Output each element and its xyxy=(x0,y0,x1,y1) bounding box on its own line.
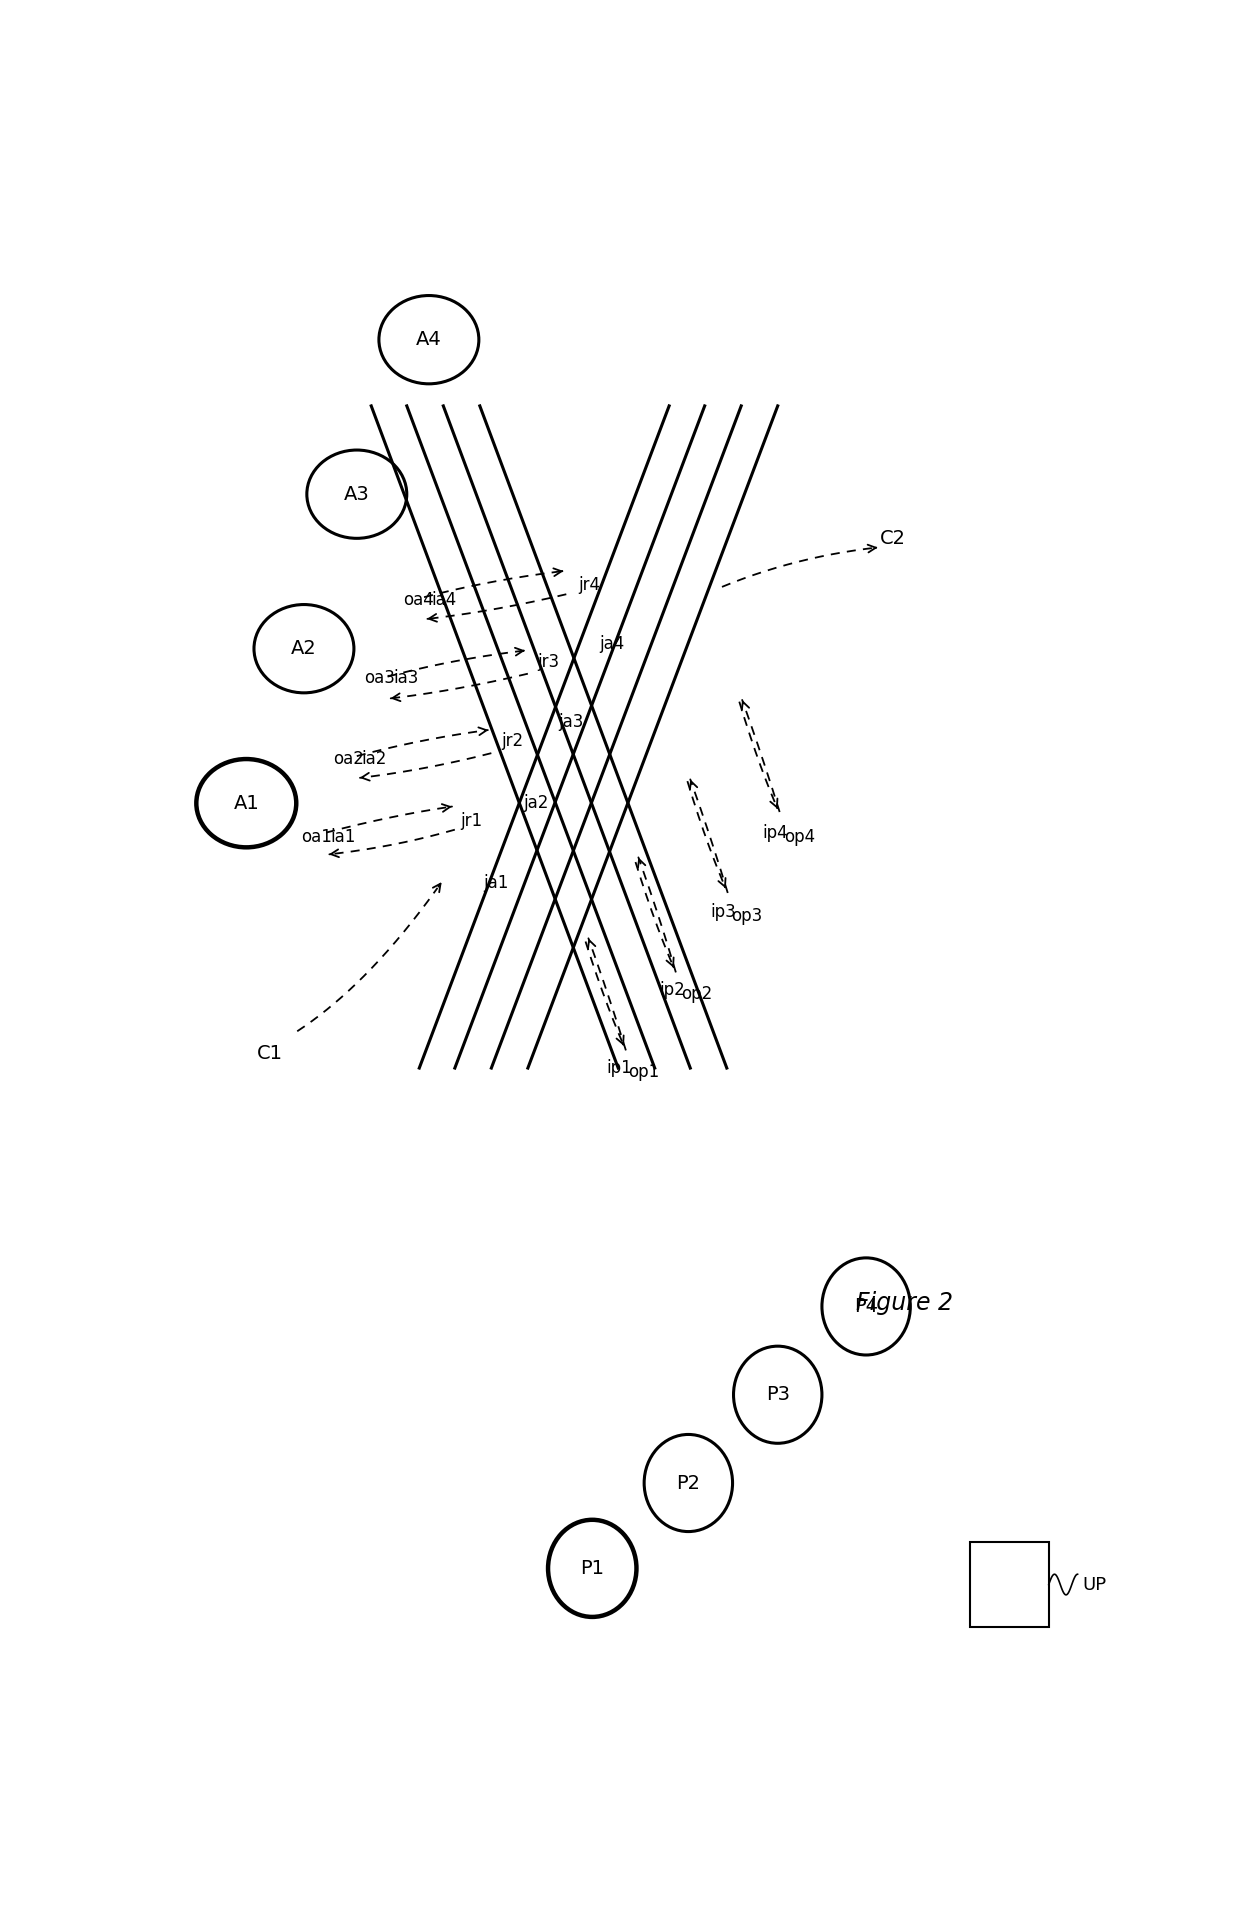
Text: ja4: ja4 xyxy=(599,634,624,654)
Text: A1: A1 xyxy=(233,793,259,812)
Text: oa3: oa3 xyxy=(365,669,396,688)
Text: A2: A2 xyxy=(291,638,317,657)
Text: ia1: ia1 xyxy=(331,827,356,847)
Text: P3: P3 xyxy=(766,1385,790,1405)
Text: ja2: ja2 xyxy=(523,795,548,812)
Text: oa1: oa1 xyxy=(301,827,332,847)
Text: C2: C2 xyxy=(880,529,906,548)
Text: jr4: jr4 xyxy=(578,577,600,594)
Text: P1: P1 xyxy=(580,1559,604,1578)
Text: ip1: ip1 xyxy=(606,1059,632,1078)
Text: ip2: ip2 xyxy=(660,980,686,999)
Text: ia3: ia3 xyxy=(393,669,419,688)
Text: oa2: oa2 xyxy=(332,749,363,768)
Text: op2: op2 xyxy=(681,986,712,1003)
Text: jr1: jr1 xyxy=(460,812,482,829)
Text: Figure 2: Figure 2 xyxy=(856,1292,954,1315)
Text: A4: A4 xyxy=(415,331,441,350)
Text: ja3: ja3 xyxy=(558,713,584,732)
Text: jr2: jr2 xyxy=(501,732,523,751)
Bar xyxy=(970,1542,1049,1626)
Text: ia4: ia4 xyxy=(432,590,458,610)
Text: A3: A3 xyxy=(343,485,370,505)
Text: ip3: ip3 xyxy=(711,904,737,921)
Text: oa4: oa4 xyxy=(403,590,434,610)
Text: P2: P2 xyxy=(676,1473,701,1492)
Text: ip4: ip4 xyxy=(763,824,787,841)
Text: op1: op1 xyxy=(627,1064,660,1082)
Text: P4: P4 xyxy=(854,1298,878,1317)
Text: op3: op3 xyxy=(732,908,763,925)
Text: jr3: jr3 xyxy=(537,654,559,671)
Text: ia2: ia2 xyxy=(362,749,387,768)
Text: UP: UP xyxy=(1083,1575,1106,1594)
Text: C1: C1 xyxy=(258,1043,283,1063)
Text: op4: op4 xyxy=(785,827,816,847)
Text: ja1: ja1 xyxy=(484,873,510,892)
